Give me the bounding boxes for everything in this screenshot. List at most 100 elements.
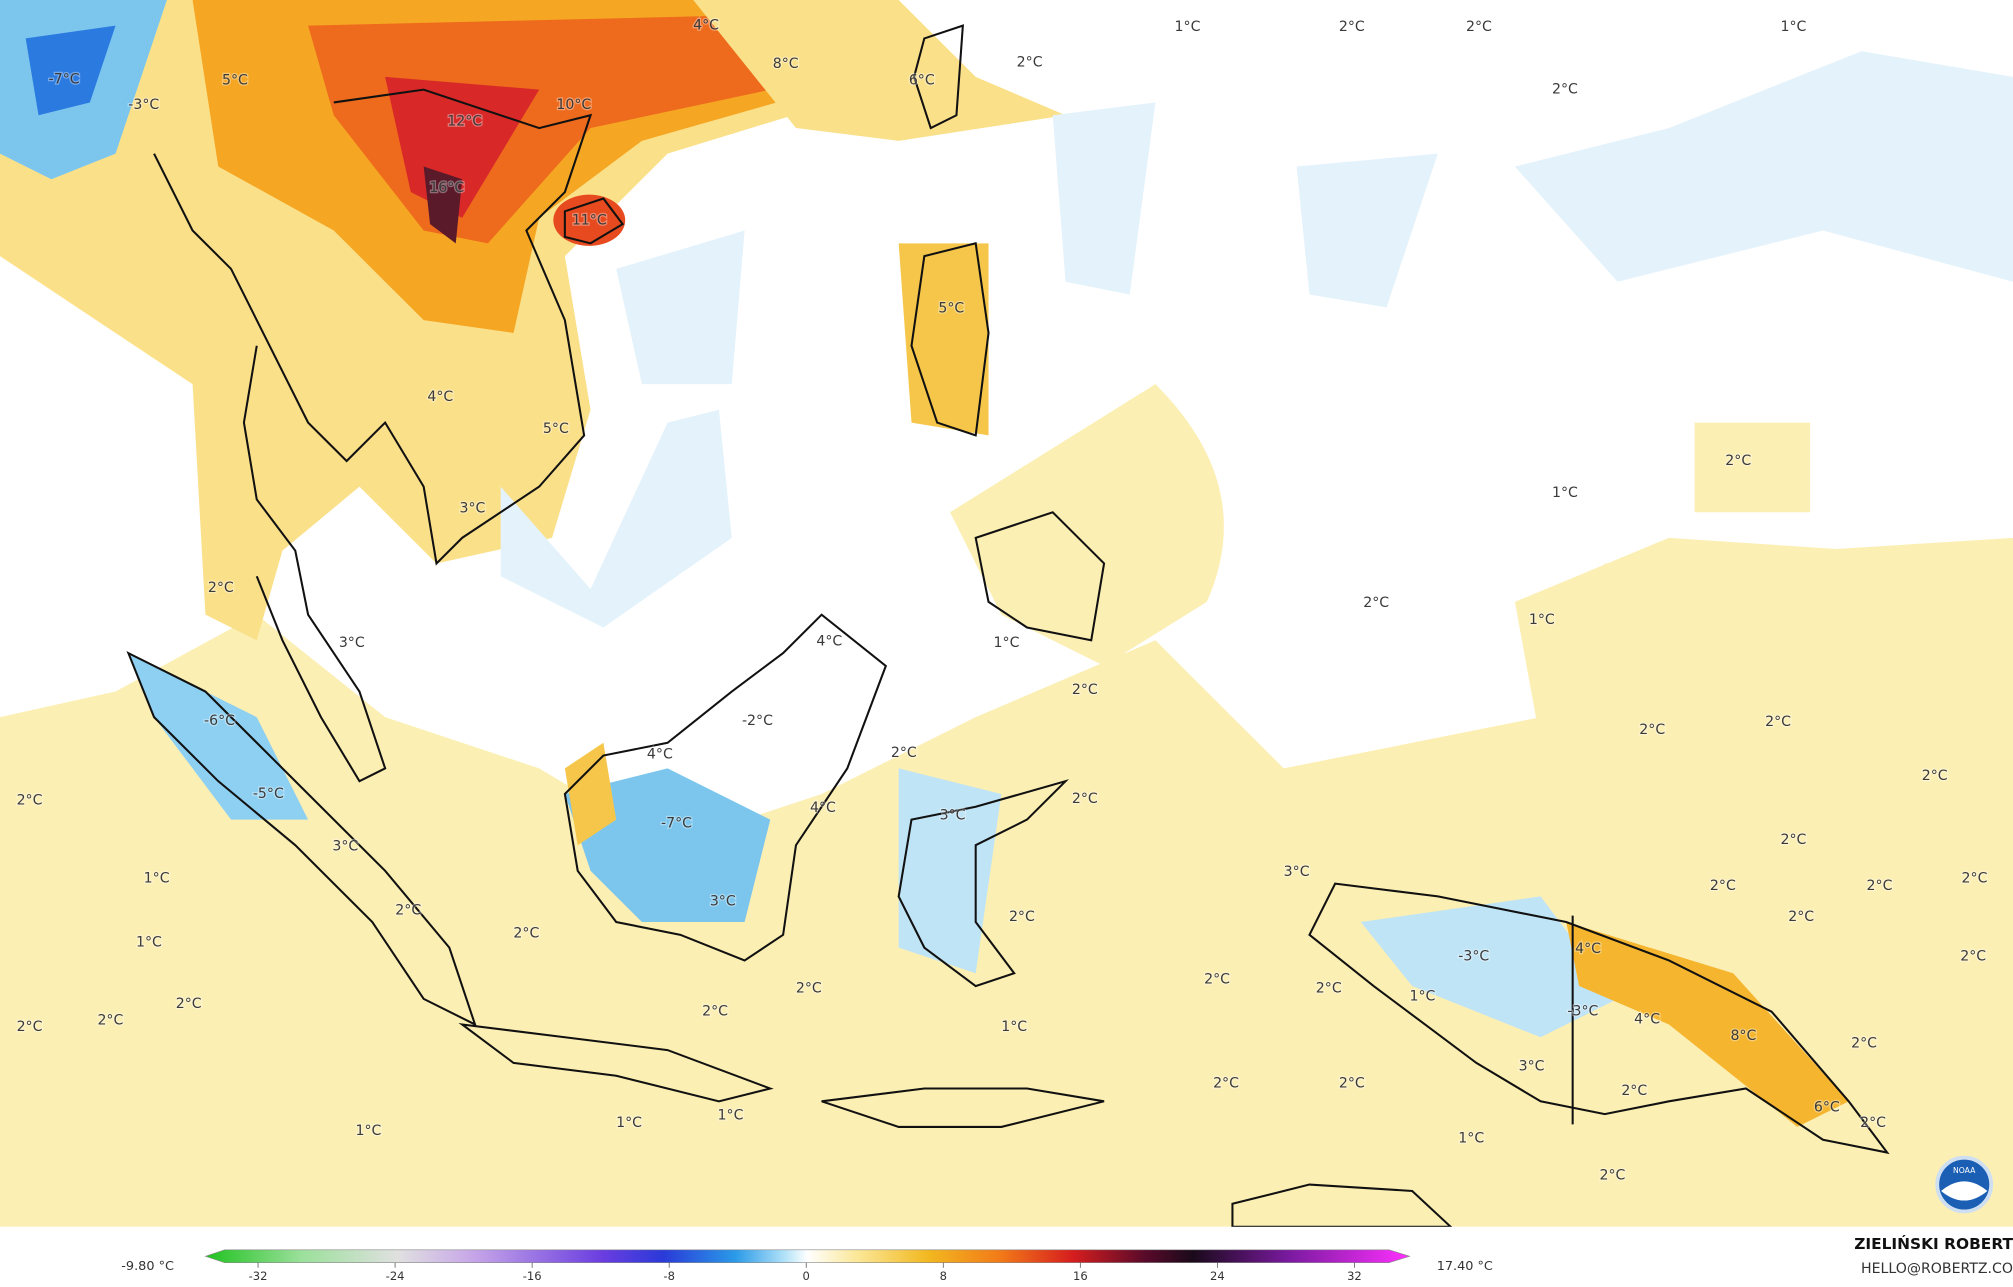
temperature-label: 2°C [1316,981,1342,997]
temperature-label: 2°C [395,903,421,919]
temperature-label: 12°C [447,114,482,130]
min-label: -9.80 °C [121,1259,174,1274]
temperature-label: 2°C [1788,909,1814,925]
temperature-label: 16°C [429,180,464,196]
temperature-label: -3°C [1458,949,1489,965]
temperature-label: 1°C [144,870,170,886]
temperature-label: -3°C [128,97,159,113]
temperature-label: 3°C [459,500,485,516]
author: ZIELIŃSKI ROBERT [1854,1234,2013,1253]
temperature-label: 2°C [1017,55,1043,71]
temperature-label: 2°C [1860,1115,1886,1131]
temperature-label: 5°C [222,73,248,89]
noaa-logo: NOAA [1935,1155,1994,1214]
temperature-label: 1°C [1410,988,1436,1004]
temperature-label: 3°C [710,894,736,910]
temperature-label: 2°C [17,792,43,808]
temperature-label: 2°C [1781,832,1807,848]
temperature-label: -3°C [1567,1004,1598,1020]
temperature-field [0,0,2013,1227]
temperature-label: 6°C [1814,1100,1840,1116]
temperature-label: 2°C [97,1013,123,1029]
temperature-label: 2°C [891,745,917,761]
temperature-label: 1°C [1552,485,1578,501]
temperature-label: 5°C [938,301,964,317]
temperature-label: 2°C [1072,791,1098,807]
svg-text:NOAA: NOAA [1953,1166,1976,1175]
temperature-label: 1°C [1175,19,1201,35]
temperature-label: 2°C [1621,1083,1647,1099]
temperature-label: 2°C [1962,870,1988,886]
temperature-label: 2°C [17,1019,43,1035]
temperature-label: 2°C [1339,1075,1365,1091]
temperature-label: 2°C [1363,595,1389,611]
temperature-label: 2°C [1725,453,1751,469]
email: HELLO@ROBERTZ.CO [1861,1261,2013,1277]
temperature-label: 1°C [1529,612,1555,628]
temperature-label: 3°C [1284,864,1310,880]
temperature-label: 2°C [1867,878,1893,894]
colorbar-tick-label: 0 [803,1269,810,1283]
temperature-label: 4°C [810,800,836,816]
temperature-label: 3°C [332,838,358,854]
temperature-label: 4°C [1634,1011,1660,1027]
colorbar-tick-label: -32 [249,1269,268,1283]
temperature-label: 2°C [1072,682,1098,698]
temperature-label: -7°C [49,71,80,87]
temperature-label: 1°C [136,935,162,951]
temperature-label: 4°C [816,634,842,650]
temperature-label: 1°C [1001,1019,1027,1035]
temperature-label: 5°C [543,421,569,437]
coastlines [126,24,1890,1228]
temperature-label: 2°C [1851,1036,1877,1052]
temperature-label: 2°C [1639,722,1665,738]
temperature-label: 4°C [427,389,453,405]
map-labels: -7°C -3°C 5°C 4°C 8°C 10°C 12°C 16°C 11°C 6°C 2°C 1… [15,16,1989,1185]
temperature-label: 2°C [1009,909,1035,925]
temperature-label: 2°C [702,1004,728,1020]
temperature-label: 1°C [718,1107,744,1123]
temperature-label: -6°C [204,713,235,729]
temperature-label: 11°C [572,212,607,228]
colorbar-tick-label: 8 [940,1269,947,1283]
colorbar-tick-label: 32 [1347,1269,1362,1283]
colorbar-tick-label: -8 [663,1269,674,1283]
temperature-label: 1°C [994,635,1020,651]
temperature-label: 6°C [909,73,935,89]
temperature-label: 2°C [208,580,234,596]
temperature-label: -7°C [661,815,692,831]
temperature-label: 2°C [1922,768,1948,784]
colorbar-ticks: -32 -24 -16 -8 0 8 16 24 32 [249,1262,1362,1283]
colorbar-tick-label: 16 [1073,1269,1088,1283]
temperature-label: 2°C [1339,19,1365,35]
temperature-label: 3°C [940,808,966,824]
temperature-label: 1°C [1781,19,1807,35]
temperature-label: 4°C [1575,941,1601,957]
temperature-label: 8°C [773,56,799,72]
temperature-label: 3°C [1519,1059,1545,1075]
temperature-label: -2°C [742,713,773,729]
temperature-label: 2°C [1552,82,1578,98]
temperature-label: 2°C [1204,972,1230,988]
temperature-label: 8°C [1730,1028,1756,1044]
temperature-label: 1°C [1458,1130,1484,1146]
temperature-label: 2°C [1960,949,1986,965]
colorbar [204,1249,1411,1263]
colorbar-tick-label: -16 [523,1269,542,1283]
temperature-label: 1°C [616,1115,642,1131]
temperature-label: 1°C [356,1123,382,1139]
temperature-label: 4°C [693,18,719,34]
temperature-label: 2°C [1466,19,1492,35]
temperature-label: -5°C [253,786,284,802]
temperature-label: 2°C [176,996,202,1012]
temperature-label: 2°C [1213,1075,1239,1091]
temperature-label: 2°C [513,926,539,942]
max-label: 17.40 °C [1437,1259,1493,1274]
temperature-label: 10°C [556,97,591,113]
temperature-label: 2°C [796,981,822,997]
temperature-label: 3°C [339,635,365,651]
colorbar-tick-label: -24 [386,1269,405,1283]
temperature-label: 2°C [1710,878,1736,894]
